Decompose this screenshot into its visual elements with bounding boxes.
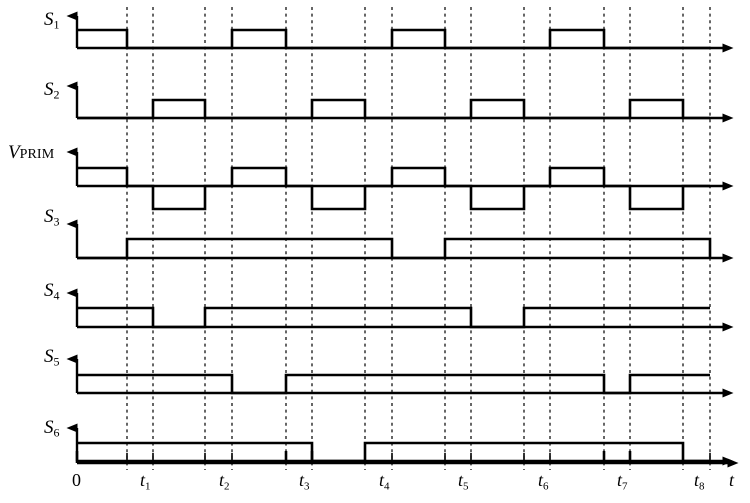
signal-label-vprim: VPRIM — [8, 143, 54, 162]
axis-tick-label-t4: t4 — [379, 470, 390, 493]
axis-tick-label-t7: t7 — [617, 470, 628, 493]
waveform-s6 — [66, 423, 734, 466]
signal-label-s6-base: S — [44, 417, 54, 438]
signal-label-s2: S2 — [44, 80, 60, 100]
waveform-s4 — [66, 288, 734, 332]
waveform-s1 — [66, 11, 734, 53]
signal-label-s1-subscript: 1 — [53, 17, 60, 32]
signal-label-s4-base: S — [44, 280, 54, 301]
waveform-s3 — [66, 219, 734, 263]
axis-tick-label-t1: t1 — [140, 470, 151, 493]
signal-label-s3-subscript: 3 — [53, 214, 60, 229]
waveform-s5 — [66, 354, 734, 398]
signal-label-s1-base: S — [44, 9, 54, 30]
axis-tick-label-t3: t3 — [299, 470, 310, 493]
signal-label-s3-base: S — [44, 206, 54, 227]
axis-tick-label-t2: t2 — [219, 470, 230, 493]
signal-label-s6-subscript: 6 — [53, 425, 60, 440]
signal-label-s5: S5 — [44, 347, 60, 367]
axis-tick-label-t6: t6 — [538, 470, 549, 493]
axis-tick-label-t8: t8 — [694, 470, 705, 493]
signal-label-s2-subscript: 2 — [53, 87, 60, 102]
signal-label-vprim-subscript: PRIM — [19, 147, 55, 162]
signal-label-s4-subscript: 4 — [53, 288, 60, 303]
signal-label-s5-subscript: 5 — [53, 354, 60, 369]
signal-label-s1: S1 — [44, 10, 60, 30]
axis-origin-label: 0 — [72, 470, 81, 490]
signal-label-s2-base: S — [44, 79, 54, 100]
signal-label-s6: S6 — [44, 418, 60, 438]
waveform-vprim — [66, 147, 734, 211]
signal-label-s3: S3 — [44, 207, 60, 227]
signal-label-s5-base: S — [44, 346, 54, 367]
signal-label-s4: S4 — [44, 281, 60, 301]
time-axis — [75, 451, 739, 468]
waveform-s2 — [66, 81, 734, 123]
signal-label-vprim-base: V — [8, 142, 20, 163]
axis-time-label: t — [729, 470, 735, 490]
axis-tick-label-t5: t5 — [458, 470, 469, 493]
